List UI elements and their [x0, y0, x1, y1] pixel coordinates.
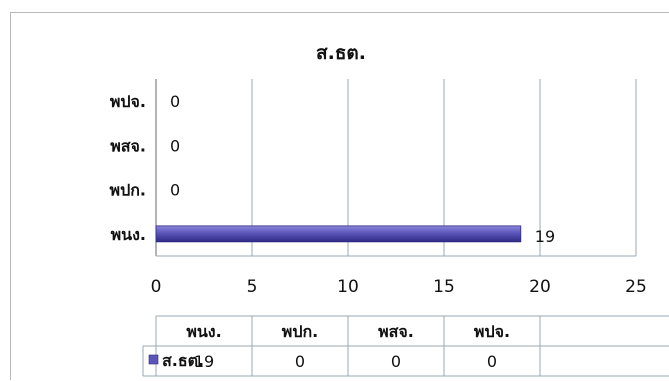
category-label: พสจ.: [110, 136, 146, 155]
x-tick-label: 10: [337, 277, 359, 297]
category-label: พปก.: [110, 181, 146, 200]
x-tick-label: 0: [151, 277, 162, 297]
bars-layer: [155, 225, 522, 243]
x-tick-labels: 0 5 10 15 20 25: [151, 277, 647, 297]
data-label: 0: [170, 136, 180, 155]
data-labels: 19 0 0 0: [170, 92, 555, 246]
x-tick-label: 20: [529, 277, 551, 297]
table-value-cell: 19: [194, 352, 214, 371]
table-value-cell: 0: [391, 352, 401, 371]
category-labels: พนง. พปก. พสจ. พปจ.: [110, 92, 146, 244]
x-tick-label: 25: [625, 277, 647, 297]
bar-chart: ส.ธต. พนง.พปก.พสจ.พปจ. 0 5 10 15 20 25 19000 …: [110, 42, 669, 377]
data-table: พนง. 19 พปก. 0 พสจ. 0 พปจ. 0 ส.ธต.: [142, 315, 669, 377]
chart-title: ส.ธต.: [316, 42, 366, 64]
table-header-cell: พนง.: [186, 322, 221, 341]
table-header-cell: พปจ.: [474, 322, 510, 341]
bar: [155, 225, 522, 243]
legend-series-label: ส.ธต.: [162, 351, 204, 370]
category-label: พนง.: [111, 225, 146, 244]
table-value-cell: 0: [295, 352, 305, 371]
table-value-cell: 0: [487, 352, 497, 371]
data-label: 0: [170, 92, 180, 111]
x-tick-label: 15: [433, 277, 455, 297]
table-header-cell: พสจ.: [378, 322, 414, 341]
category-label: พปจ.: [110, 92, 146, 111]
x-tick-label: 5: [247, 277, 258, 297]
legend-key: [148, 354, 159, 365]
data-label: 0: [170, 181, 180, 200]
chart-frame: ส.ธต. พนง. พปก. พสจ. พปจ. 0 5 10 15 20 25 19 0 0 0 …: [10, 12, 669, 380]
table-header-cell: พปก.: [282, 322, 318, 341]
grid-layer: [155, 79, 637, 257]
data-label: 19: [535, 227, 555, 246]
